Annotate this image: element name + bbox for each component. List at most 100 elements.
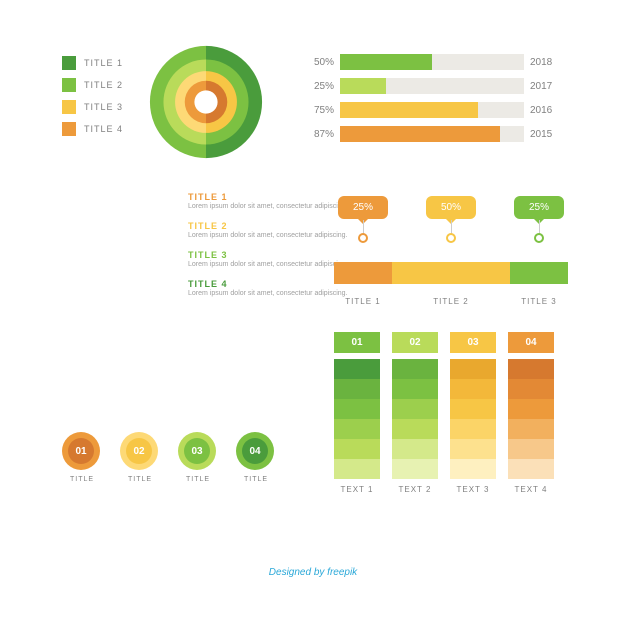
ring-inner: 02 <box>126 438 152 464</box>
ring-outer: 04 <box>236 432 274 470</box>
grid-cell <box>392 439 438 459</box>
hbar-percent: 75% <box>304 105 334 116</box>
grid-cell <box>392 419 438 439</box>
callout-dot <box>534 233 544 243</box>
grid-cell <box>508 459 554 479</box>
grid-cell <box>334 419 380 439</box>
hbar-row: 75% 2016 <box>304 102 564 118</box>
grid-cell <box>508 359 554 379</box>
semi-item-lorem: Lorem ipsum dolor sit amet, consectetur … <box>188 231 348 240</box>
callout-dot <box>358 233 368 243</box>
hbar-row: 25% 2017 <box>304 78 564 94</box>
hbar-fill <box>340 78 386 94</box>
grid-cell <box>508 419 554 439</box>
grid-column: 02 TEXT 2 <box>392 332 438 494</box>
semi-list-item: TITLE 3Lorem ipsum dolor sit amet, conse… <box>188 250 348 269</box>
grid-label: TEXT 1 <box>334 485 380 494</box>
semicircle-chart: 01020304 <box>62 192 172 302</box>
hbar-year: 2016 <box>530 105 564 116</box>
grid-cell <box>392 459 438 479</box>
hbar-row: 87% 2015 <box>304 126 564 142</box>
callout-connector <box>539 220 540 234</box>
grid-cell <box>450 359 496 379</box>
callout-dot <box>446 233 456 243</box>
semi-list-item: TITLE 1Lorem ipsum dolor sit amet, conse… <box>188 192 348 211</box>
hbar-fill <box>340 54 432 70</box>
gradient-grid: 01TEXT 102TEXT 203TEXT 304TEXT 4 <box>334 332 554 494</box>
callout-badge: 25% <box>338 196 388 219</box>
semi-item-lorem: Lorem ipsum dolor sit amet, consectetur … <box>188 260 348 269</box>
stacked-label: TITLE 1 <box>334 297 392 306</box>
credit-line: Designed by freepik <box>0 567 626 578</box>
grid-stack <box>392 359 438 479</box>
numbered-circles: 01 TITLE 02 TITLE 03TITLE 04TITLE <box>62 432 276 483</box>
legend-swatch <box>62 56 76 70</box>
grid-label: TEXT 4 <box>508 485 554 494</box>
circle-item: 04TITLE <box>236 432 276 483</box>
grid-cell <box>508 399 554 419</box>
callout-connector <box>451 220 452 234</box>
legend-item: TITLE 4 <box>62 122 123 136</box>
grid-label: TEXT 2 <box>392 485 438 494</box>
stacked-bar <box>334 262 568 284</box>
grid-cell <box>334 459 380 479</box>
semi-list-item: TITLE 2Lorem ipsum dolor sit amet, conse… <box>188 221 348 240</box>
grid-stack <box>508 359 554 479</box>
grid-column: 01 TEXT 1 <box>334 332 380 494</box>
legend: TITLE 1 TITLE 2 TITLE 3 TITLE 4 <box>62 56 123 144</box>
stacked-label: TITLE 3 <box>510 297 568 306</box>
grid-cell <box>450 379 496 399</box>
ring-outer: 01 <box>62 432 100 470</box>
grid-badge: 02 <box>392 332 438 353</box>
grid-cell <box>392 359 438 379</box>
legend-label: TITLE 1 <box>84 58 123 68</box>
grid-label: TEXT 3 <box>450 485 496 494</box>
semi-item-title: TITLE 1 <box>188 192 348 202</box>
hbar-percent: 87% <box>304 129 334 140</box>
legend-item: TITLE 1 <box>62 56 123 70</box>
stacked-segment <box>392 262 510 284</box>
grid-cell <box>450 439 496 459</box>
grid-cell <box>508 439 554 459</box>
callout-connector <box>363 220 364 234</box>
callout-badge: 50% <box>426 196 476 219</box>
hbar-percent: 25% <box>304 81 334 92</box>
circle-item: 03TITLE <box>178 432 218 483</box>
hbar-track <box>340 54 524 70</box>
legend-swatch <box>62 100 76 114</box>
stacked-callout-chart: 25%50%25%TITLE 1TITLE 2TITLE 3 <box>334 196 568 306</box>
grid-cell <box>334 399 380 419</box>
semicircle-list: TITLE 1Lorem ipsum dolor sit amet, conse… <box>188 192 348 302</box>
hbar-year: 2018 <box>530 57 564 68</box>
circle-label: TITLE <box>62 476 102 483</box>
ring-outer: 02 <box>120 432 158 470</box>
semi-item-title: TITLE 3 <box>188 250 348 260</box>
grid-cell <box>450 399 496 419</box>
grid-cell <box>392 399 438 419</box>
grid-badge: 04 <box>508 332 554 353</box>
circle-item: 02 TITLE <box>120 432 160 483</box>
hbar-year: 2015 <box>530 129 564 140</box>
stacked-segment <box>510 262 568 284</box>
semi-item-title: TITLE 2 <box>188 221 348 231</box>
hbar-year: 2017 <box>530 81 564 92</box>
hbar-row: 50% 2018 <box>304 54 564 70</box>
grid-stack <box>334 359 380 479</box>
ring-inner: 04 <box>242 438 268 464</box>
hbar-percent: 50% <box>304 57 334 68</box>
ring-inner: 03 <box>184 438 210 464</box>
legend-label: TITLE 4 <box>84 124 123 134</box>
concentric-chart <box>148 44 264 160</box>
legend-label: TITLE 2 <box>84 80 123 90</box>
semi-item-lorem: Lorem ipsum dolor sit amet, consectetur … <box>188 202 348 211</box>
circle-label: TITLE <box>120 476 160 483</box>
horizontal-bars: 50% 2018 25% 2017 75% 2016 87% 2015 <box>304 54 564 150</box>
semi-item-lorem: Lorem ipsum dolor sit amet, consectetur … <box>188 289 348 298</box>
hbar-track <box>340 102 524 118</box>
circle-item: 01 TITLE <box>62 432 102 483</box>
stacked-segment <box>334 262 392 284</box>
legend-swatch <box>62 78 76 92</box>
callout-badge: 25% <box>514 196 564 219</box>
callout: 25% <box>338 196 388 243</box>
grid-badge: 01 <box>334 332 380 353</box>
